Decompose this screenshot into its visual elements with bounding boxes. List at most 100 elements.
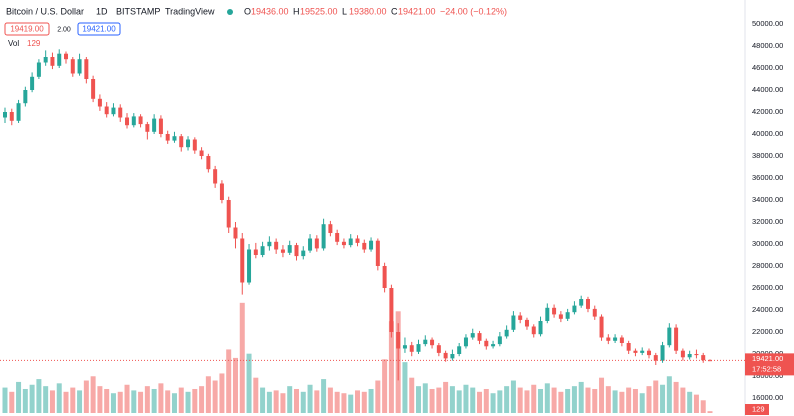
volume-bar bbox=[117, 391, 123, 413]
candle-body bbox=[280, 249, 285, 253]
ohlc-value: 19421.00 bbox=[398, 6, 436, 16]
y-tick-label: 46000.00 bbox=[752, 63, 783, 72]
candle-body bbox=[192, 139, 197, 151]
candle-body bbox=[619, 337, 624, 343]
y-tick-label: 28000.00 bbox=[752, 261, 783, 270]
candle-body bbox=[138, 116, 143, 125]
volume-bar bbox=[16, 381, 22, 413]
candle-body bbox=[680, 350, 685, 358]
candle-body bbox=[545, 307, 550, 321]
candle-body bbox=[145, 124, 150, 132]
candle-body bbox=[640, 350, 645, 353]
last-price-box bbox=[745, 353, 794, 376]
volume-bar bbox=[585, 387, 591, 413]
candle-body bbox=[9, 112, 14, 121]
volume-bar bbox=[707, 411, 713, 413]
volume-bar bbox=[334, 391, 340, 413]
candle-body bbox=[240, 238, 245, 283]
volume-bar bbox=[626, 387, 632, 413]
ohlc-value: 19380.00 bbox=[349, 6, 387, 16]
ohlc-key: O bbox=[244, 6, 251, 16]
volume-bar bbox=[693, 394, 699, 413]
volume-bar bbox=[43, 386, 49, 413]
candle-body bbox=[660, 345, 665, 361]
candle-body bbox=[585, 299, 590, 309]
volume-bar bbox=[192, 388, 198, 413]
volume-bar bbox=[287, 386, 293, 413]
candle-body bbox=[294, 245, 299, 257]
volume-bar bbox=[687, 391, 693, 413]
interval: 1D bbox=[96, 6, 108, 16]
volume-bar bbox=[477, 391, 483, 413]
volume-bar bbox=[97, 386, 103, 413]
volume-bar bbox=[205, 376, 211, 413]
candle-body bbox=[646, 350, 651, 356]
volume-bar bbox=[260, 387, 266, 413]
candle-body bbox=[396, 332, 401, 349]
candle-body bbox=[436, 345, 441, 353]
volume-bar bbox=[158, 383, 164, 413]
volume-bar bbox=[300, 391, 306, 413]
candle-body bbox=[653, 355, 658, 361]
y-tick-label: 16000.00 bbox=[752, 393, 783, 402]
candle-body bbox=[172, 136, 177, 141]
y-tick-label: 18000.00 bbox=[752, 371, 783, 380]
candle-body bbox=[206, 156, 211, 170]
candle-body bbox=[450, 354, 455, 359]
volume-bar bbox=[510, 380, 516, 413]
ohlc-key: C bbox=[391, 6, 398, 16]
candle-body bbox=[633, 350, 638, 353]
volume-bar bbox=[90, 376, 96, 413]
volume-bar bbox=[497, 390, 503, 413]
volume-bar bbox=[49, 390, 55, 413]
y-tick-label: 30000.00 bbox=[752, 239, 783, 248]
candle-body bbox=[538, 321, 543, 335]
change: −24.00 (−0.12%) bbox=[440, 6, 507, 16]
volume-bar bbox=[77, 390, 83, 413]
candle-body bbox=[247, 249, 252, 283]
volume-bar bbox=[470, 387, 476, 413]
candle-body bbox=[348, 238, 353, 246]
volume-bar bbox=[280, 393, 286, 413]
candle-body bbox=[152, 118, 157, 132]
y-tick-label: 22000.00 bbox=[752, 327, 783, 336]
candle-body bbox=[402, 345, 407, 349]
candle-body bbox=[626, 343, 631, 351]
candle-body bbox=[328, 224, 333, 233]
volume-bar bbox=[341, 393, 347, 413]
volume-bar bbox=[592, 388, 598, 413]
candle-body bbox=[104, 106, 109, 115]
volume-bar bbox=[171, 393, 177, 413]
volume-bar bbox=[361, 391, 367, 413]
ohlc-key: L bbox=[342, 6, 347, 16]
source: TradingView bbox=[165, 6, 215, 16]
bid-button[interactable] bbox=[4, 22, 50, 36]
candle-body bbox=[694, 354, 699, 356]
ask: 19421.00 bbox=[82, 25, 116, 34]
last-volume-label: 129 bbox=[752, 404, 765, 413]
y-tick-label: 38000.00 bbox=[752, 151, 783, 160]
candle-body bbox=[362, 242, 367, 250]
volume-bar bbox=[666, 376, 672, 413]
candle-body bbox=[599, 316, 604, 338]
candle-body bbox=[287, 245, 292, 253]
y-tick-label: 32000.00 bbox=[752, 217, 783, 226]
volume-bar bbox=[449, 386, 455, 413]
candle-body bbox=[423, 339, 428, 345]
candle-body bbox=[674, 327, 679, 351]
volume-bar bbox=[314, 390, 320, 413]
candle-body bbox=[253, 249, 258, 255]
volume-bar bbox=[321, 379, 327, 413]
candle-body bbox=[213, 169, 218, 184]
candle-body bbox=[341, 241, 346, 246]
candle-body bbox=[43, 57, 48, 63]
candle-body bbox=[443, 352, 448, 359]
candle-body bbox=[301, 250, 306, 257]
candle-body bbox=[165, 134, 170, 141]
volume-bar bbox=[239, 302, 245, 413]
volume-bar bbox=[253, 377, 259, 413]
volume-bar bbox=[219, 373, 225, 413]
ask-button[interactable] bbox=[77, 22, 121, 36]
candle-body bbox=[50, 57, 55, 66]
